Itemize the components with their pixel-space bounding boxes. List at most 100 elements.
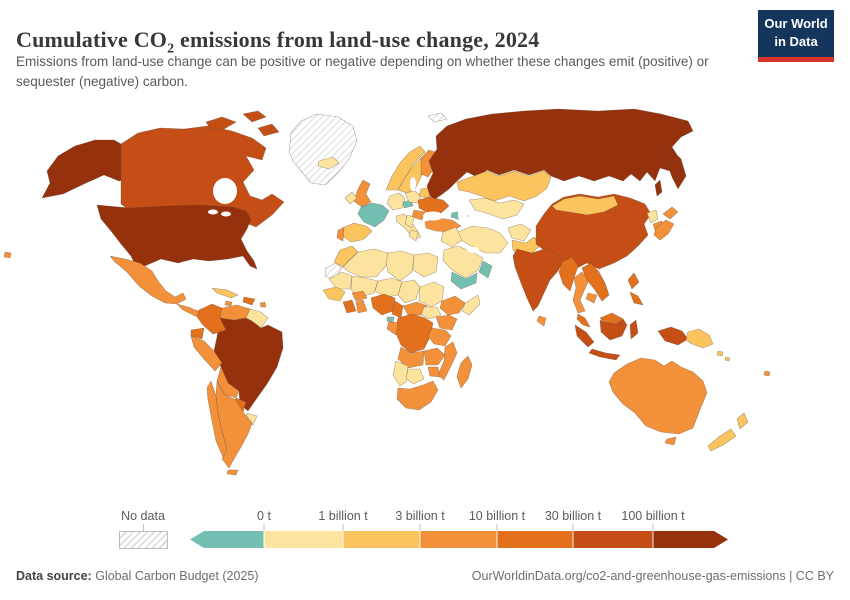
country-equatorial-guinea[interactable] [386,316,395,323]
country-saudi-arabia[interactable] [442,245,484,279]
country-iceland[interactable] [317,156,340,170]
country-iraq-syria[interactable] [440,226,463,248]
country-oman[interactable] [478,260,493,279]
country-greece[interactable] [408,229,419,242]
country-spain[interactable] [341,222,373,243]
legend-color-bar[interactable] [190,524,730,549]
country-western-sahara[interactable] [324,262,343,280]
legend-segment-10-30b[interactable] [497,531,573,548]
country-burkina-faso[interactable] [351,290,368,302]
country-tanzania[interactable] [427,327,452,347]
country-angola[interactable] [397,346,425,369]
country-mongolia[interactable] [551,195,619,216]
country-indonesia-papua[interactable] [657,326,689,346]
country-canada-arctic-islands[interactable] [205,110,280,137]
footer-source: Data source: Global Carbon Budget (2025) [16,569,259,583]
country-pacific-island[interactable] [3,251,12,259]
country-colombia[interactable] [196,303,227,335]
legend-no-data-tick [143,524,144,531]
footer-url-link[interactable]: OurWorldinData.org/co2-and-greenhouse-ga… [471,569,786,583]
legend-segment-1-3b[interactable] [343,531,420,548]
country-west-africa[interactable] [322,286,346,302]
country-germany[interactable] [386,192,406,211]
world-map[interactable] [0,103,850,505]
country-cuba[interactable] [211,287,239,299]
country-nigeria[interactable] [370,293,396,316]
legend-segment-negative[interactable] [190,531,264,548]
country-south-africa[interactable] [396,380,439,411]
country-india[interactable] [512,248,564,312]
legend-segment-30-100b[interactable] [573,531,653,548]
country-kenya-uganda[interactable] [435,314,458,331]
owid-logo[interactable]: Our World in Data [758,10,834,62]
country-greenland[interactable] [288,113,358,186]
country-madagascar[interactable] [456,355,473,389]
country-new-zealand[interactable] [707,412,749,452]
country-vietnam-laos[interactable] [581,262,610,302]
country-fiji[interactable] [763,370,771,377]
country-balkans[interactable] [404,214,415,229]
country-sudan[interactable] [418,281,445,308]
footer-source-value[interactable]: Global Carbon Budget (2025) [95,569,259,583]
country-united-states[interactable] [96,204,258,270]
country-ethiopia[interactable] [439,295,466,316]
country-mozambique[interactable] [437,341,458,381]
footer-attribution: OurWorldinData.org/co2-and-greenhouse-ga… [472,569,834,583]
country-libya[interactable] [385,250,415,282]
country-svalbard[interactable] [427,112,448,123]
country-cambodia[interactable] [585,292,598,304]
country-indonesia-java[interactable] [588,348,621,361]
country-guyana-suriname[interactable] [245,308,269,329]
country-indonesia-sulawesi[interactable] [629,319,639,340]
country-japan[interactable] [653,206,679,241]
country-argentina[interactable] [215,380,253,476]
country-sri-lanka[interactable] [536,315,547,327]
country-peru[interactable] [190,335,223,372]
country-papua-new-guinea[interactable] [685,328,714,349]
country-somalia[interactable] [461,294,481,316]
country-gabon[interactable] [386,320,399,336]
legend-segment-0-1b[interactable] [264,531,343,548]
country-portugal[interactable] [336,227,345,242]
country-philippines[interactable] [627,272,644,306]
country-ecuador[interactable] [190,327,205,340]
country-south-sudan[interactable] [420,306,442,320]
country-chad[interactable] [397,279,421,304]
country-egypt[interactable] [412,252,439,278]
country-ireland[interactable] [344,191,358,205]
country-ukraine[interactable] [417,196,450,214]
country-venezuela[interactable] [219,304,251,321]
country-russia[interactable] [426,108,694,200]
country-france[interactable] [357,202,390,228]
country-central-asia[interactable] [468,197,525,220]
legend-segment-3-10b[interactable] [420,531,497,548]
country-yemen[interactable] [450,271,478,290]
country-kazakhstan[interactable] [456,170,552,202]
country-afghanistan[interactable] [507,223,532,242]
country-australia[interactable] [608,357,708,446]
country-united-kingdom[interactable] [353,179,372,208]
country-zimbabwe[interactable] [427,366,441,378]
country-united-states-alaska[interactable] [41,139,134,199]
country-ghana[interactable] [355,299,368,314]
country-indonesia-sumatra[interactable] [574,324,595,348]
country-zambia[interactable] [423,347,446,366]
country-malaysia-peninsula[interactable] [576,313,591,328]
country-malaysia-borneo[interactable] [599,312,624,325]
country-hispaniola[interactable] [242,296,256,306]
country-north-korea[interactable] [646,209,659,224]
country-myanmar[interactable] [558,256,579,292]
country-ivory-coast[interactable] [342,299,357,314]
country-romania[interactable] [411,209,426,221]
country-mexico[interactable] [109,255,187,305]
country-algeria[interactable] [342,248,389,278]
country-solomon-islands[interactable] [716,350,731,362]
legend-no-data-swatch[interactable] [119,531,168,549]
country-iran[interactable] [457,225,509,254]
legend-segment-100b-plus[interactable] [653,531,728,548]
country-dr-congo[interactable] [394,313,434,354]
country-namibia[interactable] [392,360,409,387]
legend-tick-label-1: 1 billion t [318,509,368,523]
country-botswana[interactable] [405,368,425,385]
